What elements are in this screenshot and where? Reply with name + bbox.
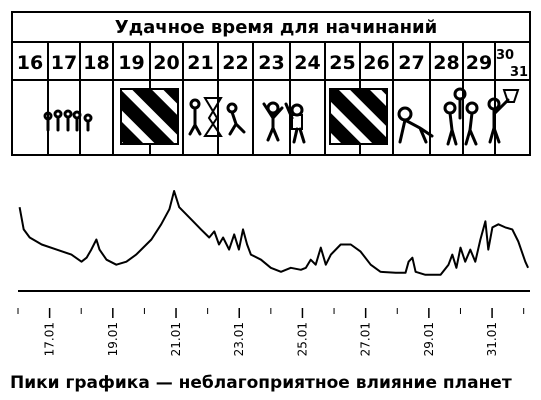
caption: Пики графика — неблагоприятное влияние п…	[10, 373, 512, 393]
day-label: 18	[83, 52, 109, 74]
day-label: 27	[398, 52, 424, 74]
x-tick-label: 21.01	[169, 322, 183, 356]
day-label: 19	[118, 52, 144, 74]
x-tick-label: 31.01	[485, 322, 499, 356]
day-label: 29	[466, 52, 492, 74]
x-tick-label: 29.01	[422, 322, 436, 356]
data-line	[18, 190, 530, 276]
day-label: 25	[329, 52, 355, 74]
calendar-title: Удачное время для начинаний	[115, 17, 438, 38]
icon	[487, 89, 520, 144]
day-label: 20	[153, 52, 179, 74]
day-label: 21	[187, 52, 213, 74]
icon	[443, 87, 479, 146]
x-tick-label: 27.01	[359, 322, 373, 356]
x-tick-label: 19.01	[106, 322, 120, 356]
x-tick-label: 23.01	[232, 322, 246, 356]
day-row: 16 17 18 19 20 21 22 23 24 25 26 27 28 29 30 31	[17, 42, 528, 155]
day-label: 24	[294, 52, 320, 74]
icon	[397, 106, 434, 144]
x-tick-label: 17.01	[43, 322, 57, 356]
day-label: 16	[17, 52, 43, 74]
day-label: 23	[258, 52, 284, 74]
unlucky-box	[329, 88, 388, 145]
day-label: 30	[496, 48, 514, 63]
unlucky-box	[120, 88, 179, 145]
day-label: 17	[51, 52, 77, 74]
icons	[43, 87, 520, 146]
x-tick-label: 25.01	[295, 322, 309, 356]
day-label: 28	[433, 52, 459, 74]
icon	[188, 97, 246, 137]
day-label: 22	[222, 52, 248, 74]
calendar-frame	[11, 11, 531, 156]
icon	[262, 101, 306, 144]
plot: 17.01 19.01 21.01 23.01 25.01 27.01 29.01 31.01	[17, 190, 530, 356]
icon	[43, 109, 93, 132]
day-label: 31	[510, 65, 528, 80]
day-label: 26	[363, 52, 389, 74]
